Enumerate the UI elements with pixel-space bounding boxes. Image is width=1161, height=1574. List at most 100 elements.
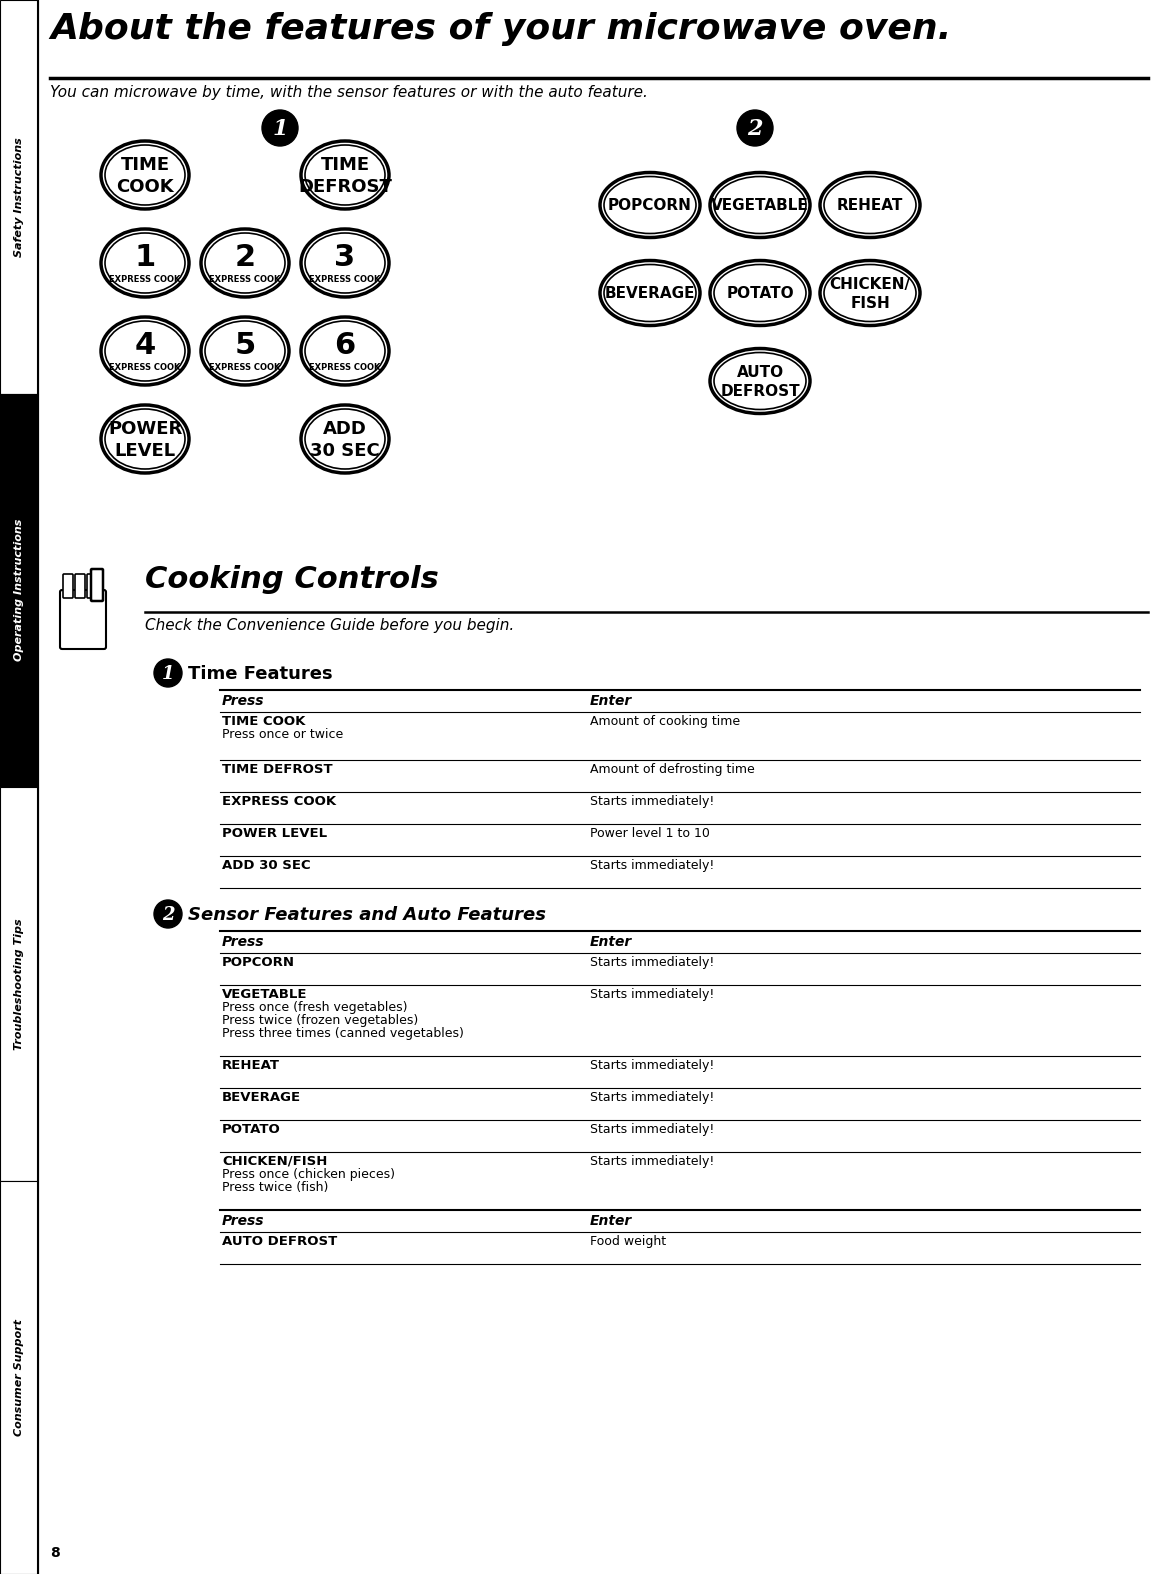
Text: Starts immediately!: Starts immediately! <box>590 1122 714 1136</box>
Text: Power level 1 to 10: Power level 1 to 10 <box>590 826 709 841</box>
Text: 3: 3 <box>334 244 355 272</box>
Text: Press: Press <box>222 1214 265 1228</box>
Text: 4: 4 <box>135 332 156 360</box>
Text: Press once or twice: Press once or twice <box>222 729 344 741</box>
Text: EXPRESS COOK: EXPRESS COOK <box>209 364 281 373</box>
Text: 6: 6 <box>334 332 355 360</box>
Ellipse shape <box>201 316 289 386</box>
Text: POWER
LEVEL: POWER LEVEL <box>108 420 182 460</box>
Text: About the features of your microwave oven.: About the features of your microwave ove… <box>50 13 951 46</box>
FancyBboxPatch shape <box>75 575 85 598</box>
Text: Consumer Support: Consumer Support <box>14 1319 24 1435</box>
Circle shape <box>262 110 298 146</box>
Text: Time Features: Time Features <box>188 664 332 683</box>
Text: 1: 1 <box>161 664 174 683</box>
Ellipse shape <box>714 264 806 321</box>
Ellipse shape <box>714 176 806 233</box>
Ellipse shape <box>824 176 916 233</box>
FancyBboxPatch shape <box>91 568 103 601</box>
Text: POTATO: POTATO <box>726 286 794 302</box>
Text: EXPRESS COOK: EXPRESS COOK <box>109 275 181 285</box>
Text: Press three times (canned vegetables): Press three times (canned vegetables) <box>222 1026 464 1040</box>
Text: Starts immediately!: Starts immediately! <box>590 1091 714 1103</box>
Text: Press once (chicken pieces): Press once (chicken pieces) <box>222 1168 395 1180</box>
Text: AUTO
DEFROST: AUTO DEFROST <box>720 365 800 398</box>
Ellipse shape <box>604 176 695 233</box>
Text: ADD 30 SEC: ADD 30 SEC <box>222 859 311 872</box>
Ellipse shape <box>301 316 389 386</box>
Circle shape <box>154 660 182 686</box>
Ellipse shape <box>101 316 189 386</box>
Text: EXPRESS COOK: EXPRESS COOK <box>309 364 381 373</box>
Ellipse shape <box>711 348 810 414</box>
Text: Enter: Enter <box>590 935 633 949</box>
Ellipse shape <box>711 173 810 238</box>
Text: Press: Press <box>222 935 265 949</box>
Text: Starts immediately!: Starts immediately! <box>590 988 714 1001</box>
Text: Press: Press <box>222 694 265 708</box>
Text: TIME DEFROST: TIME DEFROST <box>222 763 332 776</box>
Ellipse shape <box>305 233 385 293</box>
Ellipse shape <box>820 261 920 326</box>
Ellipse shape <box>205 233 284 293</box>
Text: Starts immediately!: Starts immediately! <box>590 1059 714 1072</box>
Circle shape <box>737 110 773 146</box>
Text: 2: 2 <box>161 907 174 924</box>
Text: POPCORN: POPCORN <box>222 955 295 970</box>
Text: POTATO: POTATO <box>222 1122 281 1136</box>
Ellipse shape <box>600 261 700 326</box>
Text: Amount of cooking time: Amount of cooking time <box>590 715 740 729</box>
FancyBboxPatch shape <box>87 575 98 598</box>
Bar <box>0 0 38 394</box>
Text: BEVERAGE: BEVERAGE <box>222 1091 301 1103</box>
Text: Food weight: Food weight <box>590 1236 666 1248</box>
Ellipse shape <box>305 409 385 469</box>
Text: REHEAT: REHEAT <box>837 198 903 214</box>
Text: 8: 8 <box>50 1546 59 1560</box>
Text: TIME
COOK: TIME COOK <box>116 156 174 197</box>
Text: POWER LEVEL: POWER LEVEL <box>222 826 327 841</box>
Text: TIME COOK: TIME COOK <box>222 715 305 729</box>
FancyBboxPatch shape <box>60 590 106 648</box>
Ellipse shape <box>305 145 385 205</box>
Bar <box>0 1180 38 1574</box>
Text: Enter: Enter <box>590 1214 633 1228</box>
Text: Troubleshooting Tips: Troubleshooting Tips <box>14 918 24 1050</box>
Text: 2: 2 <box>235 244 255 272</box>
Text: Check the Convenience Guide before you begin.: Check the Convenience Guide before you b… <box>145 619 514 633</box>
Text: VEGETABLE: VEGETABLE <box>222 988 308 1001</box>
Bar <box>0 787 38 1180</box>
Ellipse shape <box>714 353 806 409</box>
Ellipse shape <box>101 228 189 297</box>
Text: Amount of defrosting time: Amount of defrosting time <box>590 763 755 776</box>
Ellipse shape <box>301 142 389 209</box>
Ellipse shape <box>711 261 810 326</box>
Ellipse shape <box>305 321 385 381</box>
Text: Sensor Features and Auto Features: Sensor Features and Auto Features <box>188 907 546 924</box>
Text: ADD
30 SEC: ADD 30 SEC <box>310 420 380 460</box>
Ellipse shape <box>600 173 700 238</box>
Ellipse shape <box>104 321 185 381</box>
Ellipse shape <box>205 321 284 381</box>
Text: Press twice (frozen vegetables): Press twice (frozen vegetables) <box>222 1014 418 1026</box>
Text: Operating Instructions: Operating Instructions <box>14 519 24 661</box>
Text: Press once (fresh vegetables): Press once (fresh vegetables) <box>222 1001 408 1014</box>
Text: Starts immediately!: Starts immediately! <box>590 1155 714 1168</box>
Ellipse shape <box>820 173 920 238</box>
Ellipse shape <box>101 405 189 474</box>
Text: 2: 2 <box>748 118 763 140</box>
Ellipse shape <box>604 264 695 321</box>
Text: EXPRESS COOK: EXPRESS COOK <box>309 275 381 285</box>
Text: BEVERAGE: BEVERAGE <box>605 286 695 302</box>
Ellipse shape <box>301 405 389 474</box>
Text: POPCORN: POPCORN <box>608 198 692 214</box>
Text: VEGETABLE: VEGETABLE <box>712 198 809 214</box>
Text: AUTO DEFROST: AUTO DEFROST <box>222 1236 337 1248</box>
Text: TIME
DEFROST: TIME DEFROST <box>298 156 392 197</box>
Text: REHEAT: REHEAT <box>222 1059 280 1072</box>
Ellipse shape <box>104 233 185 293</box>
Ellipse shape <box>824 264 916 321</box>
Circle shape <box>154 900 182 929</box>
Text: Enter: Enter <box>590 694 633 708</box>
Text: EXPRESS COOK: EXPRESS COOK <box>109 364 181 373</box>
